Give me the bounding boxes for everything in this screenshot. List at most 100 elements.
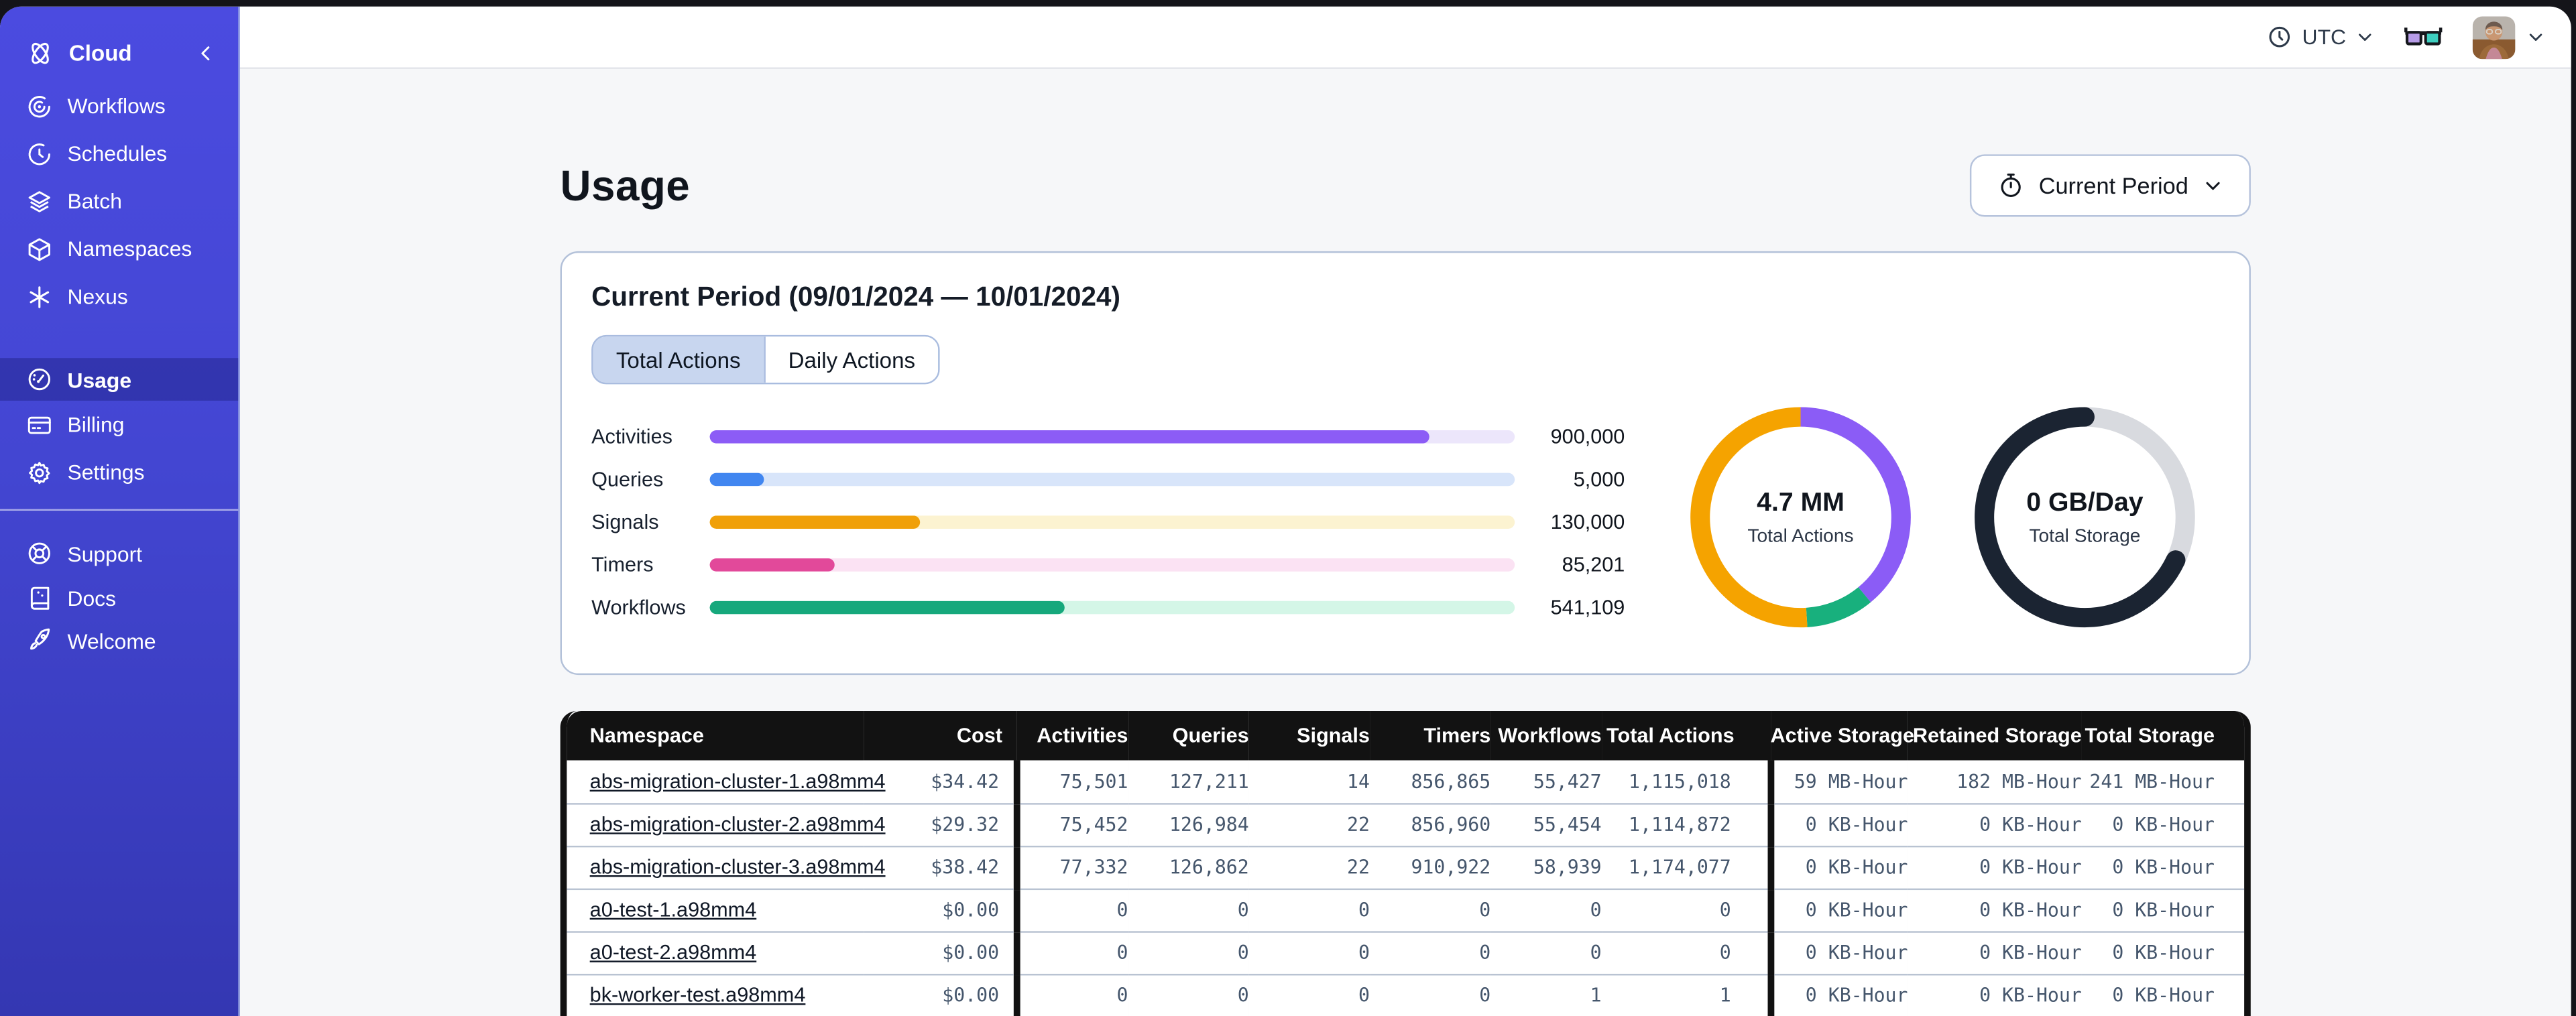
cell-cost: $29.32 xyxy=(864,803,1018,847)
table-row: abs-migration-cluster-2.a98mm4 $29.32 75… xyxy=(567,803,2245,847)
sidebar-item-workflows[interactable]: Workflows xyxy=(0,82,238,130)
bar-label: Queries xyxy=(591,468,664,491)
timezone-selector[interactable]: UTC xyxy=(2268,25,2374,50)
cell-queries: 0 xyxy=(1128,931,1249,975)
cell-total-actions: 1 xyxy=(1601,974,1771,1016)
column-header-namespace[interactable]: Namespace xyxy=(567,710,865,761)
sidebar-item-label: Workflows xyxy=(67,93,166,119)
bar-value: 130,000 xyxy=(1550,511,1625,534)
namespace-link[interactable]: a0-test-1.a98mm4 xyxy=(589,898,757,922)
bar-label: Activities xyxy=(591,425,672,448)
column-header-total-actions[interactable]: Total Actions xyxy=(1601,710,1771,761)
tab-total-actions[interactable]: Total Actions xyxy=(593,336,764,383)
sidebar-logo[interactable]: Cloud xyxy=(0,23,238,82)
cell-workflows: 58,939 xyxy=(1490,845,1602,889)
cell-retained-storage: 0 KB-Hour xyxy=(1908,888,2082,932)
sidebar-item-billing[interactable]: Billing xyxy=(0,401,238,448)
donut-ring xyxy=(1690,407,1911,628)
donut-label: Total Actions xyxy=(1747,526,1854,546)
column-header-workflows[interactable]: Workflows xyxy=(1490,710,1602,761)
sidebar-item-usage[interactable]: Usage xyxy=(0,358,239,401)
sidebar-item-welcome[interactable]: Welcome xyxy=(0,619,238,662)
sidebar-item-label: Welcome xyxy=(67,628,156,653)
cell-workflows: 0 xyxy=(1490,931,1602,975)
cell-total-actions: 1,115,018 xyxy=(1601,760,1771,804)
namespace-link[interactable]: abs-migration-cluster-3.a98mm4 xyxy=(589,855,886,879)
cube-icon xyxy=(26,236,52,262)
tab-daily-actions[interactable]: Daily Actions xyxy=(763,336,939,383)
column-header-cost[interactable]: Cost xyxy=(864,710,1018,761)
bar-track xyxy=(709,600,1515,615)
bar-label: Workflows xyxy=(591,596,686,619)
cell-total-actions: 0 xyxy=(1601,888,1771,932)
topbar: UTC xyxy=(239,6,2571,69)
chevron-down-icon xyxy=(2356,28,2374,46)
bar-row-timers: Timers 85,201 xyxy=(591,544,1627,586)
bar-track xyxy=(709,515,1515,529)
cell-queries: 0 xyxy=(1128,888,1249,932)
account-menu[interactable] xyxy=(2472,15,2545,58)
cell-total-storage: 0 KB-Hour xyxy=(2081,888,2245,932)
sidebar-item-namespaces[interactable]: Namespaces xyxy=(0,225,238,273)
bar-value: 541,109 xyxy=(1550,596,1625,619)
table-row: a0-test-1.a98mm4 $0.00 0 0 0 0 0 0 0 KB-… xyxy=(567,888,2245,932)
namespace-link[interactable]: abs-migration-cluster-2.a98mm4 xyxy=(589,812,886,836)
sidebar-collapse-button[interactable] xyxy=(197,44,215,62)
cell-active-storage: 0 KB-Hour xyxy=(1767,974,1908,1016)
feedback-glasses-button[interactable] xyxy=(2404,25,2443,50)
cell-cost: $0.00 xyxy=(864,888,1018,932)
cell-namespace: abs-migration-cluster-3.a98mm4 xyxy=(567,845,886,889)
column-header-queries[interactable]: Queries xyxy=(1128,710,1249,761)
column-header-signals[interactable]: Signals xyxy=(1248,710,1370,761)
namespace-usage-table: Namespace Cost Activities Queries Signal… xyxy=(560,710,2251,1016)
sidebar-item-label: Docs xyxy=(67,585,117,611)
cell-activities: 75,452 xyxy=(1014,803,1128,847)
column-header-activities[interactable]: Activities xyxy=(1017,710,1128,761)
table-row: a0-test-2.a98mm4 $0.00 0 0 0 0 0 0 0 KB-… xyxy=(567,931,2245,975)
sidebar: Cloud Workflows xyxy=(0,6,240,1016)
temporal-logo-icon xyxy=(26,39,54,67)
cell-workflows: 55,427 xyxy=(1490,760,1602,804)
namespace-link[interactable]: bk-worker-test.a98mm4 xyxy=(589,983,806,1007)
donut-ring xyxy=(1975,407,2195,628)
sidebar-item-label: Namespaces xyxy=(67,236,192,261)
cell-queries: 126,984 xyxy=(1128,803,1249,847)
cell-total-actions: 0 xyxy=(1601,931,1771,975)
sidebar-item-schedules[interactable]: Schedules xyxy=(0,130,238,178)
sidebar-item-nexus[interactable]: Nexus xyxy=(0,273,238,320)
cell-workflows: 0 xyxy=(1490,888,1602,932)
sidebar-item-label: Usage xyxy=(67,367,132,392)
table-row: abs-migration-cluster-1.a98mm4 $34.42 75… xyxy=(567,760,2245,804)
cell-active-storage: 0 KB-Hour xyxy=(1767,803,1908,847)
bar-row-queries: Queries 5,000 xyxy=(591,458,1627,501)
cell-queries: 126,862 xyxy=(1128,845,1249,889)
sidebar-item-batch[interactable]: Batch xyxy=(0,178,238,225)
sidebar-item-docs[interactable]: Docs xyxy=(0,576,238,619)
cell-active-storage: 0 KB-Hour xyxy=(1767,845,1908,889)
bar-value: 85,201 xyxy=(1562,553,1625,577)
lifebuoy-icon xyxy=(26,540,52,566)
period-selector-button[interactable]: Current Period xyxy=(1969,154,2251,217)
workflows-icon xyxy=(26,92,52,119)
cell-timers: 910,922 xyxy=(1369,845,1491,889)
cell-activities: 75,501 xyxy=(1014,760,1128,804)
column-header-total-storage[interactable]: Total Storage xyxy=(2081,710,2245,761)
sidebar-item-settings[interactable]: Settings xyxy=(0,448,238,496)
total-storage-donut: 0 GB/Day Total Storage xyxy=(1965,397,2205,637)
column-header-active-storage[interactable]: Active Storage xyxy=(1770,710,1914,761)
namespace-link[interactable]: abs-migration-cluster-1.a98mm4 xyxy=(589,769,886,793)
gauge-icon xyxy=(26,366,52,392)
main-content: Usage Current Period xyxy=(240,69,2571,1016)
cell-signals: 22 xyxy=(1248,845,1370,889)
column-header-timers[interactable]: Timers xyxy=(1369,710,1491,761)
bar-row-signals: Signals 130,000 xyxy=(591,501,1627,544)
column-header-retained-storage[interactable]: Retained Storage xyxy=(1908,710,2082,761)
namespace-link[interactable]: a0-test-2.a98mm4 xyxy=(589,941,757,964)
cell-timers: 0 xyxy=(1369,974,1491,1016)
sidebar-item-support[interactable]: Support xyxy=(0,530,238,576)
cell-queries: 0 xyxy=(1128,974,1249,1016)
cell-namespace: abs-migration-cluster-1.a98mm4 xyxy=(567,760,886,804)
gear-icon xyxy=(26,459,52,485)
book-icon xyxy=(26,584,52,611)
donut-label: Total Storage xyxy=(2029,526,2141,546)
